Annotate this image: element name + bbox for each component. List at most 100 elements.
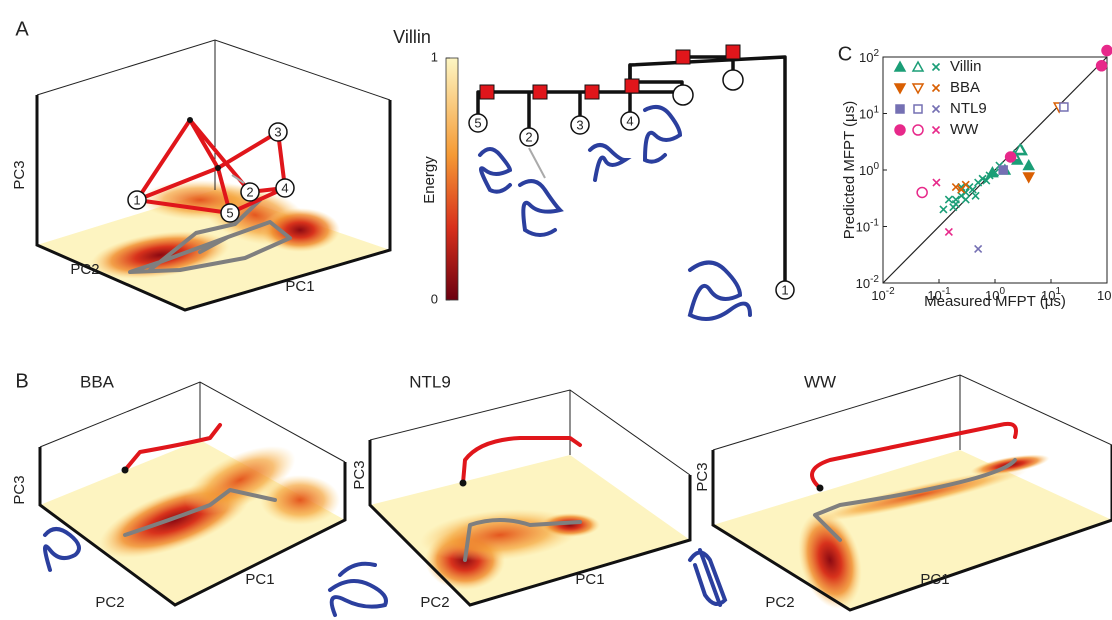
legend-marker	[933, 85, 940, 92]
label: 5	[226, 205, 233, 220]
protein	[645, 107, 680, 162]
label: WW	[804, 372, 836, 391]
label: 1	[133, 192, 140, 207]
label: Energy	[421, 156, 438, 204]
endpoint	[460, 480, 467, 487]
legend-marker	[913, 84, 923, 93]
tick-label: 100	[859, 161, 879, 179]
label: PC2	[420, 594, 449, 611]
tick-label: 102	[1097, 286, 1112, 304]
tree-square	[480, 85, 494, 99]
tree-square	[533, 85, 547, 99]
label: C	[838, 43, 852, 65]
label: PC2	[95, 594, 124, 611]
legend-marker	[895, 125, 905, 135]
label: PC3	[11, 160, 28, 189]
legend-marker	[895, 62, 905, 71]
tick-label: 10-1	[856, 217, 880, 235]
label: Predicted MFPT (μs)	[841, 101, 858, 239]
tree-square	[676, 50, 690, 64]
point-open	[1060, 103, 1068, 111]
label: BBA	[80, 372, 115, 391]
box-edge	[713, 375, 1112, 450]
figure: AVillin12345PC1PC2PC301Energy52341BBBAPC…	[0, 0, 1112, 620]
colorbar	[446, 58, 458, 300]
label: Villin	[393, 27, 431, 47]
label: WW	[950, 121, 979, 138]
label: Villin	[950, 58, 981, 75]
label: PC1	[575, 571, 604, 588]
point-cross	[940, 206, 947, 213]
pointer	[529, 148, 545, 178]
protein	[45, 529, 79, 570]
point-filled	[1102, 46, 1112, 56]
label: 1	[781, 282, 788, 297]
label: Measured MFPT (μs)	[924, 293, 1066, 310]
point-cross	[950, 204, 957, 211]
endpoint	[817, 485, 824, 492]
legend-marker	[933, 106, 940, 113]
legend-marker	[895, 84, 905, 93]
point-cross	[962, 196, 969, 203]
legend-marker	[913, 62, 923, 71]
point-open	[917, 187, 927, 197]
tree-square	[585, 85, 599, 99]
label: PC3	[351, 460, 368, 489]
point-cross	[933, 179, 940, 186]
legend-marker	[913, 125, 923, 135]
label: 3	[274, 124, 281, 139]
point-cross	[945, 228, 952, 235]
density	[140, 180, 260, 220]
legend-marker	[933, 127, 940, 134]
point-cross	[975, 245, 982, 252]
label: 4	[281, 180, 288, 195]
label: B	[15, 370, 28, 392]
tree-leaf	[673, 85, 693, 105]
branch-point	[215, 165, 221, 171]
legend-marker	[914, 105, 922, 113]
label: 5	[474, 115, 481, 130]
label: NTL9	[950, 100, 987, 117]
page: AVillin12345PC1PC2PC301Energy52341BBBAPC…	[0, 0, 1112, 620]
protein	[520, 181, 560, 235]
label: A	[15, 18, 29, 40]
point-filled	[999, 166, 1007, 174]
point-filled	[1006, 152, 1016, 162]
point-filled	[1097, 61, 1107, 71]
protein	[590, 145, 625, 180]
label: PC2	[70, 261, 99, 278]
label: 1	[431, 49, 438, 64]
endpoint	[122, 467, 129, 474]
box-edge	[37, 40, 390, 100]
protein	[330, 564, 386, 615]
point-cross	[945, 196, 952, 203]
protein	[690, 263, 750, 320]
floor	[713, 450, 1112, 610]
label: 0	[431, 291, 438, 306]
box-edge	[370, 390, 690, 475]
protein	[690, 550, 725, 605]
label: BBA	[950, 79, 980, 96]
tick-label: 10-2	[871, 286, 895, 304]
legend-marker	[896, 105, 904, 113]
tree-leaf	[723, 70, 743, 90]
tree-square	[726, 45, 740, 59]
branch-point	[187, 117, 193, 123]
label: 3	[576, 117, 583, 132]
figure-layer: AVillin12345PC1PC2PC301Energy52341BBBAPC…	[11, 18, 1112, 616]
label: PC2	[765, 594, 794, 611]
label: PC3	[694, 462, 711, 491]
tick-label: 101	[859, 104, 879, 122]
label: PC3	[11, 475, 28, 504]
legend-marker	[933, 64, 940, 71]
label: NTL9	[409, 372, 451, 391]
label: PC1	[285, 278, 314, 295]
label: PC1	[245, 571, 274, 588]
label: 2	[246, 184, 253, 199]
label: PC1	[920, 571, 949, 588]
tick-label: 102	[859, 48, 879, 66]
point-filled	[1024, 173, 1034, 182]
point-filled	[1024, 161, 1034, 170]
label: 4	[626, 113, 633, 128]
tree-square	[625, 79, 639, 93]
